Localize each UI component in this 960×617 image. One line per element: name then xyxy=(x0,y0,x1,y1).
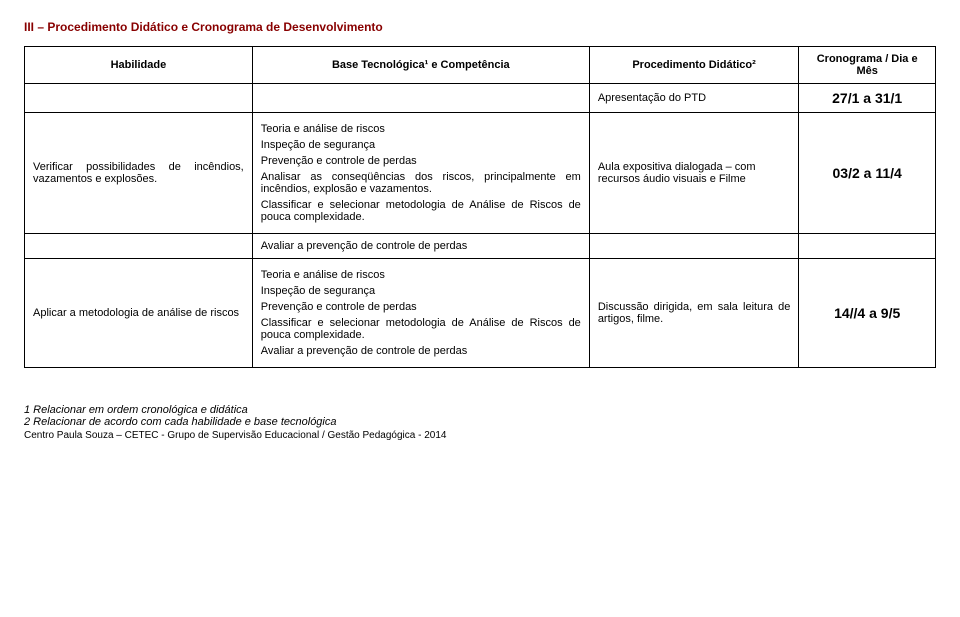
row-avaliar1: Avaliar a prevenção de controle de perda… xyxy=(25,234,936,259)
header-row: Habilidade Base Tecnológica¹ e Competênc… xyxy=(25,47,936,84)
text-line: Avaliar a prevenção de controle de perda… xyxy=(261,345,581,357)
header-base: Base Tecnológica¹ e Competência xyxy=(252,47,589,84)
cell-r1-base: Teoria e análise de riscos Inspeção de s… xyxy=(252,113,589,234)
cell-empty xyxy=(799,234,936,259)
cell-empty xyxy=(252,84,589,113)
text-line: Teoria e análise de riscos xyxy=(261,123,581,135)
cell-empty xyxy=(589,234,799,259)
text-line: Classificar e selecionar metodologia de … xyxy=(261,317,581,341)
cell-avaliar1: Avaliar a prevenção de controle de perda… xyxy=(252,234,589,259)
row-ptd: Apresentação do PTD 27/1 a 31/1 xyxy=(25,84,936,113)
cell-r2-date: 14//4 a 9/5 xyxy=(799,259,936,368)
text-line: Analisar as conseqüências dos riscos, pr… xyxy=(261,171,581,195)
row-block2: Aplicar a metodologia de análise de risc… xyxy=(25,259,936,368)
text-line: Teoria e análise de riscos xyxy=(261,269,581,281)
cell-ptd-proc: Apresentação do PTD xyxy=(589,84,799,113)
cell-r2-hab: Aplicar a metodologia de análise de risc… xyxy=(25,259,253,368)
cell-r1-hab: Verificar possibilidades de incêndios, v… xyxy=(25,113,253,234)
main-table: Habilidade Base Tecnológica¹ e Competênc… xyxy=(24,46,936,368)
footnote-2: 2 Relacionar de acordo com cada habilida… xyxy=(24,416,337,428)
footnote-1: 1 Relacionar em ordem cronológica e didá… xyxy=(24,404,248,416)
cell-r1-date: 03/2 a 11/4 xyxy=(799,113,936,234)
cell-r2-base: Teoria e análise de riscos Inspeção de s… xyxy=(252,259,589,368)
text-line: Inspeção de segurança xyxy=(261,285,581,297)
header-cronograma: Cronograma / Dia e Mês xyxy=(799,47,936,84)
footnotes: 1 Relacionar em ordem cronológica e didá… xyxy=(24,404,936,441)
cell-r2-proc: Discussão dirigida, em sala leitura de a… xyxy=(589,259,799,368)
text-line: Classificar e selecionar metodologia de … xyxy=(261,199,581,223)
footer-credit: Centro Paula Souza – CETEC - Grupo de Su… xyxy=(24,430,936,441)
header-habilidade: Habilidade xyxy=(25,47,253,84)
cell-empty xyxy=(25,234,253,259)
text-line: Prevenção e controle de perdas xyxy=(261,155,581,167)
text-line: Inspeção de segurança xyxy=(261,139,581,151)
text-line: Prevenção e controle de perdas xyxy=(261,301,581,313)
cell-empty xyxy=(25,84,253,113)
section-title: III – Procedimento Didático e Cronograma… xyxy=(24,20,936,34)
row-block1: Verificar possibilidades de incêndios, v… xyxy=(25,113,936,234)
cell-ptd-date: 27/1 a 31/1 xyxy=(799,84,936,113)
cell-r1-proc: Aula expositiva dialogada – com recursos… xyxy=(589,113,799,234)
header-procedimento: Procedimento Didático² xyxy=(589,47,799,84)
